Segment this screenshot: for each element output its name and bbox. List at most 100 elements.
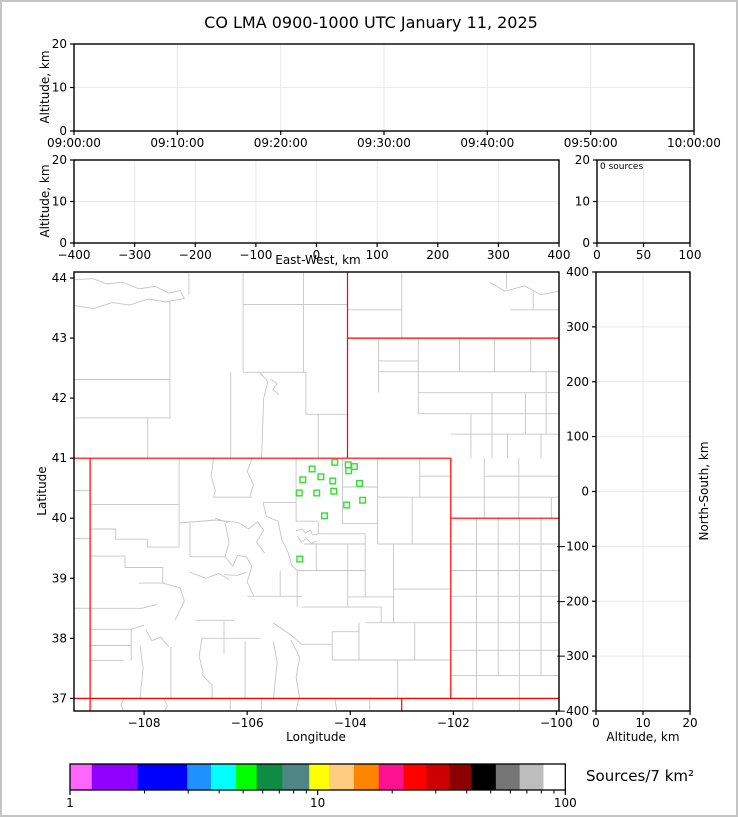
y-tick-label: 400 (566, 265, 589, 279)
map-y-tick-label: 44 (52, 271, 67, 285)
x-tick-label: −300 (118, 248, 151, 262)
station-marker (350, 463, 358, 471)
y-tick-label: 100 (566, 430, 589, 444)
x-tick-label: 200 (426, 248, 449, 262)
y-tick-label: 10 (52, 195, 67, 209)
x-tick-label: 100 (366, 248, 389, 262)
y-tick-label: 0 (59, 124, 67, 138)
x-tick-label: 100 (679, 248, 702, 262)
map-y-tick-label: 43 (52, 331, 67, 345)
ew-height-ylabel: Altitude, km (38, 164, 52, 238)
colorbar-segment (309, 764, 330, 790)
x-tick-label: 09:20:00 (254, 136, 308, 150)
x-tick-label: 0 (592, 716, 600, 730)
map-state-lines (74, 272, 559, 711)
station-marker (320, 512, 328, 520)
x-tick-label: 09:50:00 (564, 136, 618, 150)
colorbar-segment (519, 764, 544, 790)
y-tick-label: 20 (52, 37, 67, 51)
map-y-tick-label: 37 (52, 691, 67, 705)
station-marker (359, 496, 367, 504)
station-marker (344, 461, 352, 469)
x-tick-label: 0 (593, 248, 601, 262)
colorbar-segment (403, 764, 427, 790)
map-y-tick-label: 38 (52, 631, 67, 645)
y-tick-label: 0 (59, 236, 67, 250)
x-tick-label: 400 (548, 248, 571, 262)
y-tick-label: −300 (556, 649, 589, 663)
colorbar-segment (187, 764, 212, 790)
ns-height-panel: 0 10 20 −400 −300 −200 −100 0 100 200 300 400 (556, 265, 698, 730)
x-tick-label: 50 (636, 248, 651, 262)
colorbar-segment (210, 764, 237, 790)
colorbar-segment (426, 764, 450, 790)
ns-height-xlabel: Altitude, km (606, 730, 680, 744)
x-tick-label: 09:00:00 (47, 136, 101, 150)
map-panel: −108 −106 −104 −102 −100 37 38 39 40 41 42 43 44 (52, 271, 573, 730)
y-tick-label: 20 (575, 153, 590, 167)
x-tick-label: 20 (682, 716, 697, 730)
colorbar-segment (256, 764, 283, 790)
y-tick-label: −400 (556, 704, 589, 718)
y-tick-label: 300 (566, 320, 589, 334)
station-marker (343, 501, 351, 509)
map-xlabel: Longitude (286, 730, 346, 744)
colorbar-segment (543, 764, 566, 790)
station-marker (296, 555, 304, 563)
station-marker (331, 458, 339, 466)
station-marker (313, 489, 321, 497)
map-x-tick-label: −100 (540, 716, 573, 730)
map-y-tick-label: 41 (52, 451, 67, 465)
y-tick-label: 0 (582, 236, 590, 250)
station-marker (317, 473, 325, 481)
x-tick-label: 09:30:00 (357, 136, 411, 150)
x-tick-label: −400 (58, 248, 91, 262)
x-tick-label: −200 (179, 248, 212, 262)
y-tick-label: 10 (575, 195, 590, 209)
x-tick-label: 09:40:00 (460, 136, 514, 150)
colorbar-segment (449, 764, 472, 790)
station-marker (330, 487, 338, 495)
colorbar-segment (282, 764, 310, 790)
station-marker (295, 489, 303, 497)
y-tick-label: 20 (52, 153, 67, 167)
panel-frame (73, 271, 560, 712)
map-ylabel: Latitude (35, 466, 49, 516)
plot-title: CO LMA 0900-1000 UTC January 11, 2025 (204, 13, 538, 32)
colorbar-segment (329, 764, 355, 790)
colorbar-segment (70, 764, 93, 790)
histogram-annotation: 0 sources (600, 162, 644, 172)
station-marker (345, 467, 353, 475)
colorbar-segment (235, 764, 257, 790)
colorbar-segment (91, 764, 138, 790)
colorbar-label: Sources/7 km² (586, 767, 695, 785)
x-tick-label: 10 (635, 716, 650, 730)
colorbar-segment (137, 764, 188, 790)
map-x-tick-label: −104 (334, 716, 367, 730)
station-marker (329, 477, 337, 485)
map-x-tick-label: −102 (437, 716, 470, 730)
map-county-lines (74, 272, 559, 711)
map-y-tick-label: 42 (52, 391, 67, 405)
colorbar-segment (353, 764, 380, 790)
y-tick-label: 200 (566, 375, 589, 389)
ew-height-panel: −400 −300 −200 −100 0 100 200 300 400 0 10 20 (52, 153, 571, 262)
time-height-panel: 09:00:00 09:10:00 09:20:00 09:30:00 09:40:00… (47, 37, 721, 150)
y-tick-label: 0 (581, 485, 589, 499)
colorbar: 1 10 100 (66, 763, 577, 810)
map-y-tick-label: 39 (52, 571, 67, 585)
x-tick-label: 0 (313, 248, 321, 262)
y-tick-label: −100 (556, 539, 589, 553)
colorbar-segment (471, 764, 497, 790)
map-station-markers (295, 458, 367, 563)
y-tick-label: 10 (52, 81, 67, 95)
ew-height-xlabel: East-West, km (275, 253, 361, 267)
colorbar-tick-label: 100 (554, 796, 577, 810)
map-x-tick-label: −108 (128, 716, 161, 730)
map-x-tick-label: −106 (231, 716, 264, 730)
source-histogram-panel: 0 50 100 0 10 20 (575, 153, 702, 262)
y-tick-label: −200 (556, 594, 589, 608)
colorbar-segment (378, 764, 404, 790)
